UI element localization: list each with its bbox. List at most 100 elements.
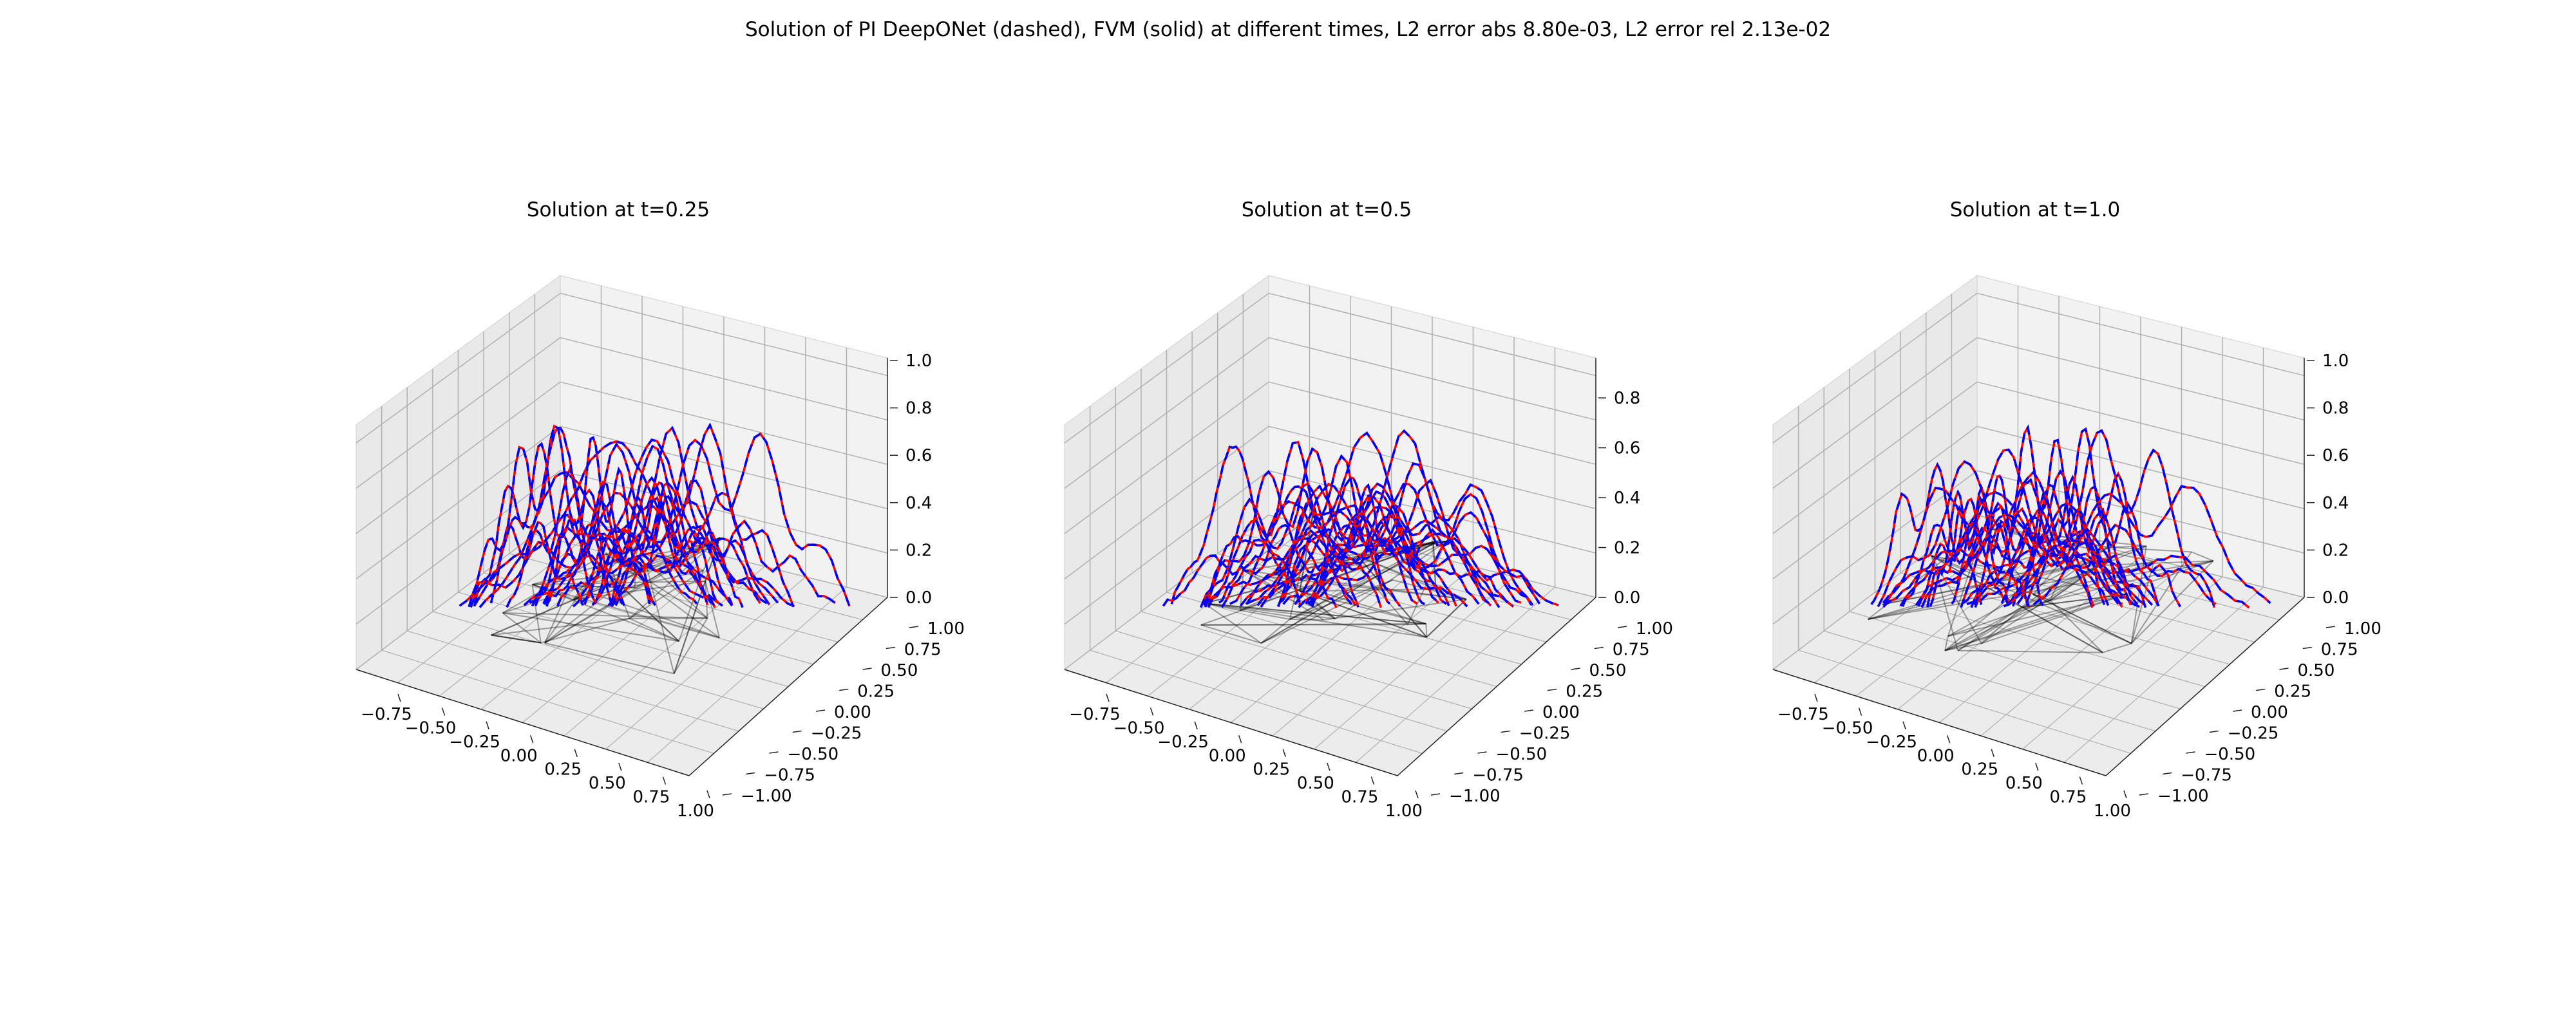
x-tick-mark — [1814, 693, 1818, 702]
deeponet-solution-curve — [2016, 485, 2181, 608]
y-tick-label: −0.50 — [2204, 745, 2256, 764]
y-tick-label: 0.25 — [2274, 682, 2311, 702]
x-tick-mark — [574, 749, 578, 757]
mesh-edge — [1260, 619, 1291, 644]
y-tick-label: −1.00 — [1449, 787, 1501, 806]
z-tick-label: 0.4 — [2322, 494, 2349, 513]
x-tick-mark — [1282, 749, 1286, 757]
grid-line — [1976, 292, 2305, 377]
x-tick-label: 0.75 — [632, 788, 670, 807]
y-tick-label: −0.50 — [1496, 745, 1548, 764]
y-tick-mark — [1617, 626, 1627, 628]
z-tick-label: 0.2 — [905, 541, 932, 560]
y-axis-line — [2105, 597, 2305, 776]
mesh-edge — [1947, 527, 1985, 637]
mesh-edge — [1882, 557, 2110, 605]
mesh-edge — [1944, 636, 1949, 651]
deeponet-solution-curve — [2025, 429, 2216, 608]
mesh-edge — [1981, 594, 2126, 644]
y-tick-mark — [1594, 646, 1604, 650]
mesh-edge — [2022, 594, 2126, 608]
x-tick-mark — [1858, 707, 1862, 716]
mesh-edge — [673, 541, 720, 674]
mesh-edge — [2191, 551, 2214, 562]
x-tick-mark — [1902, 721, 1906, 730]
y-tick-label: 0.25 — [857, 682, 895, 702]
y-axis-line — [1397, 597, 1596, 776]
deeponet-solution-curve — [1973, 507, 2123, 608]
subplot-title: Solution at t=1.0 — [1950, 198, 2121, 221]
grid-line — [1217, 553, 1547, 642]
mesh-edge — [544, 541, 719, 644]
mesh-edge — [1289, 618, 1324, 621]
mesh-edge — [2130, 551, 2192, 644]
mesh-edge — [599, 565, 679, 642]
deeponet-solution-curve — [2000, 474, 2132, 606]
x-tick-label: 0.50 — [2005, 774, 2043, 793]
mesh-edge — [1947, 547, 2109, 637]
y-tick-label: −0.75 — [764, 766, 815, 785]
x-tick-mark — [1370, 776, 1375, 785]
fvm-solution-curve — [489, 426, 613, 607]
mesh-edge — [1944, 642, 1982, 651]
x-tick-label: 1.00 — [2094, 801, 2131, 821]
mesh-edge — [599, 565, 679, 642]
deeponet-solution-curve — [1207, 482, 1383, 608]
grid-line — [1772, 381, 1978, 534]
deeponet-solution-curve — [1915, 502, 2160, 607]
subplot-1: Solution at t=0.25−0.75−0.50−0.250.000.2… — [355, 198, 965, 821]
y-tick-mark — [815, 709, 826, 712]
x-tick-label: −0.50 — [405, 718, 457, 738]
z-tick-label: 0.8 — [905, 399, 932, 418]
mesh-edge — [1200, 624, 1262, 644]
deeponet-solution-curve — [1309, 462, 1541, 606]
y-tick-label: 0.00 — [834, 703, 871, 722]
grid-line — [1875, 592, 2206, 688]
x-tick-mark — [441, 707, 446, 716]
x-tick-label: 0.00 — [500, 746, 538, 765]
deeponet-solution-curve — [614, 494, 734, 606]
mesh-edge — [2022, 594, 2126, 608]
y-tick-mark — [886, 646, 895, 650]
mesh-edge — [2102, 642, 2132, 653]
mesh-edge — [1300, 590, 1427, 638]
mesh-edge — [531, 584, 542, 643]
subplot-title: Solution at t=0.25 — [527, 198, 710, 221]
grid-line — [1900, 572, 2230, 665]
y-tick-mark — [2209, 730, 2219, 733]
x-tick-mark — [706, 790, 710, 799]
x-tick-label: −0.25 — [1157, 733, 1209, 752]
x-tick-label: 1.00 — [677, 801, 714, 821]
mesh-edge — [605, 553, 720, 639]
y-tick-label: −0.75 — [1472, 766, 1524, 785]
y-tick-label: 1.00 — [2344, 619, 2382, 639]
grid-line — [560, 337, 888, 421]
x-tick-label: 0.75 — [1341, 788, 1378, 807]
x-tick-label: −0.75 — [1069, 705, 1121, 724]
mesh-edge — [2108, 547, 2192, 553]
y-tick-label: 0.50 — [881, 661, 918, 680]
mesh-edge — [544, 585, 571, 644]
mesh-edge — [544, 642, 674, 675]
x-axis-line — [1772, 669, 2107, 776]
mesh-edge — [502, 612, 708, 619]
y-tick-mark — [2279, 668, 2289, 670]
mesh-edge — [573, 580, 706, 601]
y-tick-label: 0.75 — [904, 641, 942, 660]
grid-line — [1976, 426, 2305, 509]
x-tick-label: 0.25 — [1253, 760, 1290, 780]
deeponet-solution-curve — [543, 533, 698, 605]
grid-line — [1772, 470, 1978, 625]
deeponet-solution-curve — [1220, 482, 1447, 608]
mesh-edge — [645, 563, 675, 674]
y-tick-mark — [769, 751, 779, 754]
y-tick-mark — [1524, 709, 1534, 712]
mesh-edge — [1426, 599, 1467, 638]
mesh-edge — [1204, 603, 1427, 638]
deeponet-solution-curve — [1877, 460, 2110, 608]
mesh-edge — [1299, 590, 1336, 619]
grid-line — [1064, 426, 1269, 579]
mesh-edge — [491, 634, 541, 644]
x-tick-mark — [1150, 707, 1154, 716]
mesh-edge — [1868, 560, 2213, 620]
